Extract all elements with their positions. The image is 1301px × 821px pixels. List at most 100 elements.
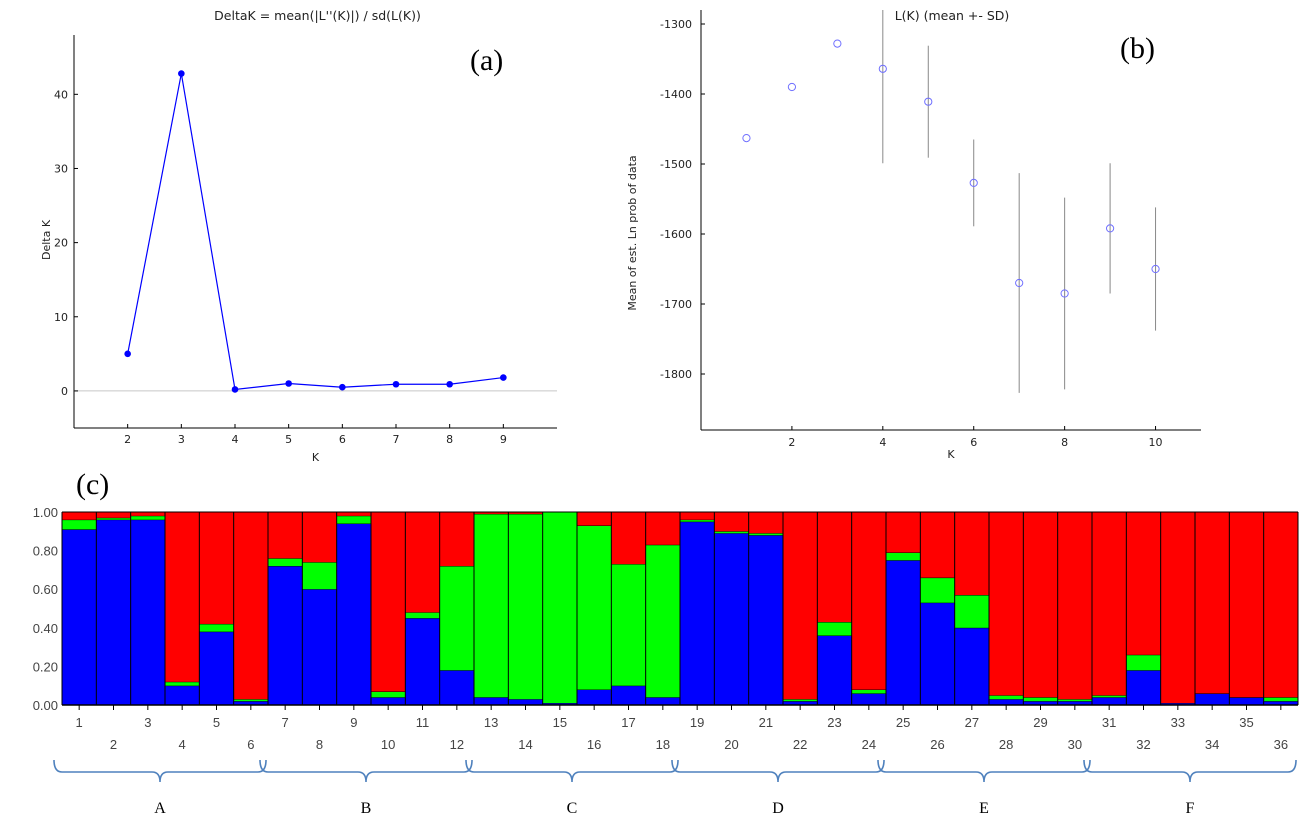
panel-a-line — [127, 73, 504, 391]
panel-c-bar-segment — [62, 529, 97, 705]
panel-c-bar-segment — [611, 685, 646, 705]
panel-c-x-tick-label: 30 — [1068, 737, 1082, 752]
panel-c-group-bracket — [53, 759, 267, 783]
panel-c-bar-segment — [645, 697, 680, 705]
panel-a-y-tick-label: 40 — [54, 88, 68, 101]
panel-c-bar-segment — [851, 689, 886, 694]
panel-c-label: (c) — [76, 468, 109, 501]
panel-b-point — [878, 64, 887, 73]
panel-c-bar-segment — [439, 566, 474, 671]
panel-c-bar-segment — [680, 519, 715, 522]
panel-c-bar-segment — [165, 681, 200, 686]
panel-c-bar-segment — [954, 594, 989, 628]
panel-a-x-tick-label: 8 — [446, 433, 453, 446]
panel-c-bar-segment — [714, 531, 749, 534]
panel-c-bar-segment — [96, 517, 131, 520]
panel-c-bar-segment — [96, 512, 131, 518]
panel-c-bar-segment — [268, 512, 303, 559]
panel-c-bar-segment — [268, 558, 303, 567]
panel-c-y-tick-label: 0.60 — [33, 582, 58, 597]
panel-c-bar-segment — [474, 697, 509, 705]
panel-c-axes: 0.000.200.400.600.801.001234567891011121… — [33, 505, 1298, 752]
panel-c-x-tick-label: 9 — [350, 715, 357, 730]
panel-c-bar-segment — [199, 623, 234, 632]
panel-c-bar-segment — [439, 512, 474, 567]
panel-c-y-tick-label: 0.20 — [33, 659, 58, 674]
panel-a-axes: 2 3 4 5 6 7 8 9 0 10 20 30 40 — [54, 35, 557, 446]
panel-c-bar-segment — [1126, 670, 1161, 705]
panel-c-bar-segment — [62, 512, 97, 520]
panel-c-bar-segment — [1126, 512, 1161, 655]
panel-c-bar-segment — [577, 689, 612, 705]
panel-c-bar-segment — [1195, 512, 1230, 694]
panel-c-bar-segment — [371, 691, 406, 698]
panel-a-series — [124, 70, 507, 393]
panel-c-bar-segment — [954, 627, 989, 705]
panel-c-bar-segment — [1023, 701, 1058, 705]
panel-c-bar-segment — [680, 512, 715, 520]
panel-c-bar-segment — [851, 693, 886, 705]
panel-a-point — [339, 383, 346, 391]
panel-c-bar-segment — [542, 703, 577, 705]
panel-b-y-tick-label: -1300 — [660, 18, 692, 31]
panel-c-bar-segment — [233, 699, 268, 702]
panel-c-bar-segment — [1092, 697, 1127, 705]
panel-c-bar-segment — [1092, 512, 1127, 696]
panel-a-x-tick-label: 6 — [339, 433, 346, 446]
panel-c-bar-segment — [954, 512, 989, 595]
panel-c-bar-segment — [783, 699, 818, 702]
panel-c-bar-segment — [405, 512, 440, 613]
panel-a-x-tick-label: 5 — [285, 433, 292, 446]
panel-b-y-tick-label: -1400 — [660, 88, 692, 101]
panel-c-bar-segment — [611, 512, 646, 565]
panel-c-bar-segment — [645, 544, 680, 698]
panel-a-x-tick-label: 9 — [500, 433, 507, 446]
panel-c-bar-segment — [371, 697, 406, 705]
panel-c-bar-segment — [920, 602, 955, 705]
panel-c-bar-segment — [233, 701, 268, 705]
panel-c-bar-segment — [1229, 697, 1264, 705]
panel-c-bar-segment — [371, 512, 406, 692]
panel-c-x-tick-label: 7 — [282, 715, 289, 730]
panel-c-x-tick-label: 2 — [110, 737, 117, 752]
panel-a-x-tick-label: 4 — [232, 433, 239, 446]
panel-c-bar-segment — [439, 670, 474, 705]
panel-c-bar-segment — [714, 533, 749, 705]
panel-c-x-tick-label: 24 — [862, 737, 876, 752]
panel-a-y-tick-label: 20 — [54, 237, 68, 250]
panel-c-bar-segment — [920, 512, 955, 578]
panel-a-x-tick-label: 3 — [178, 433, 185, 446]
panel-c-bar-segment — [508, 513, 543, 700]
panel-b-title: L(K) (mean +- SD) — [895, 8, 1010, 23]
panel-c-x-tick-label: 10 — [381, 737, 395, 752]
panel-b-x-tick-label: 8 — [1061, 436, 1068, 449]
panel-c-x-tick-label: 33 — [1171, 715, 1185, 730]
panel-c-bar-segment — [1263, 701, 1298, 705]
panel-c-bar-segment — [1057, 512, 1092, 700]
panel-c-group-bracket — [259, 759, 473, 783]
panel-a-delta-k: DeltaK = mean(|L''(K)|) / sd(L(K)) (a) K… — [40, 8, 557, 464]
panel-c-x-tick-label: 5 — [213, 715, 220, 730]
panel-c-bar-segment — [1092, 695, 1127, 698]
panel-b-point — [833, 39, 842, 48]
panel-c-x-tick-label: 35 — [1239, 715, 1253, 730]
panel-b-point — [969, 178, 978, 187]
panel-a-y-tick-label: 10 — [54, 311, 68, 324]
panel-c-bar-segment — [233, 512, 268, 700]
panel-c-bar-segment — [1160, 512, 1195, 704]
panel-c-x-tick-label: 25 — [896, 715, 910, 730]
panel-a-point — [178, 70, 185, 77]
panel-c-group-bracket — [465, 759, 679, 783]
panel-b-point — [1060, 289, 1069, 298]
panel-b-y-tick-label: -1600 — [660, 228, 692, 241]
panel-c-bar-segment — [886, 560, 921, 705]
panel-c-x-tick-label: 14 — [518, 737, 532, 752]
panel-c-x-tick-label: 28 — [999, 737, 1013, 752]
panel-c-bar-segment — [405, 618, 440, 705]
panel-c-x-tick-label: 15 — [553, 715, 567, 730]
panel-c-bar-segment — [336, 512, 371, 516]
panel-c-bar-segment — [199, 512, 234, 624]
panel-c-bar-segment — [989, 512, 1024, 696]
panel-c-bar-segment — [405, 612, 440, 619]
panel-b-x-tick-label: 2 — [788, 436, 795, 449]
